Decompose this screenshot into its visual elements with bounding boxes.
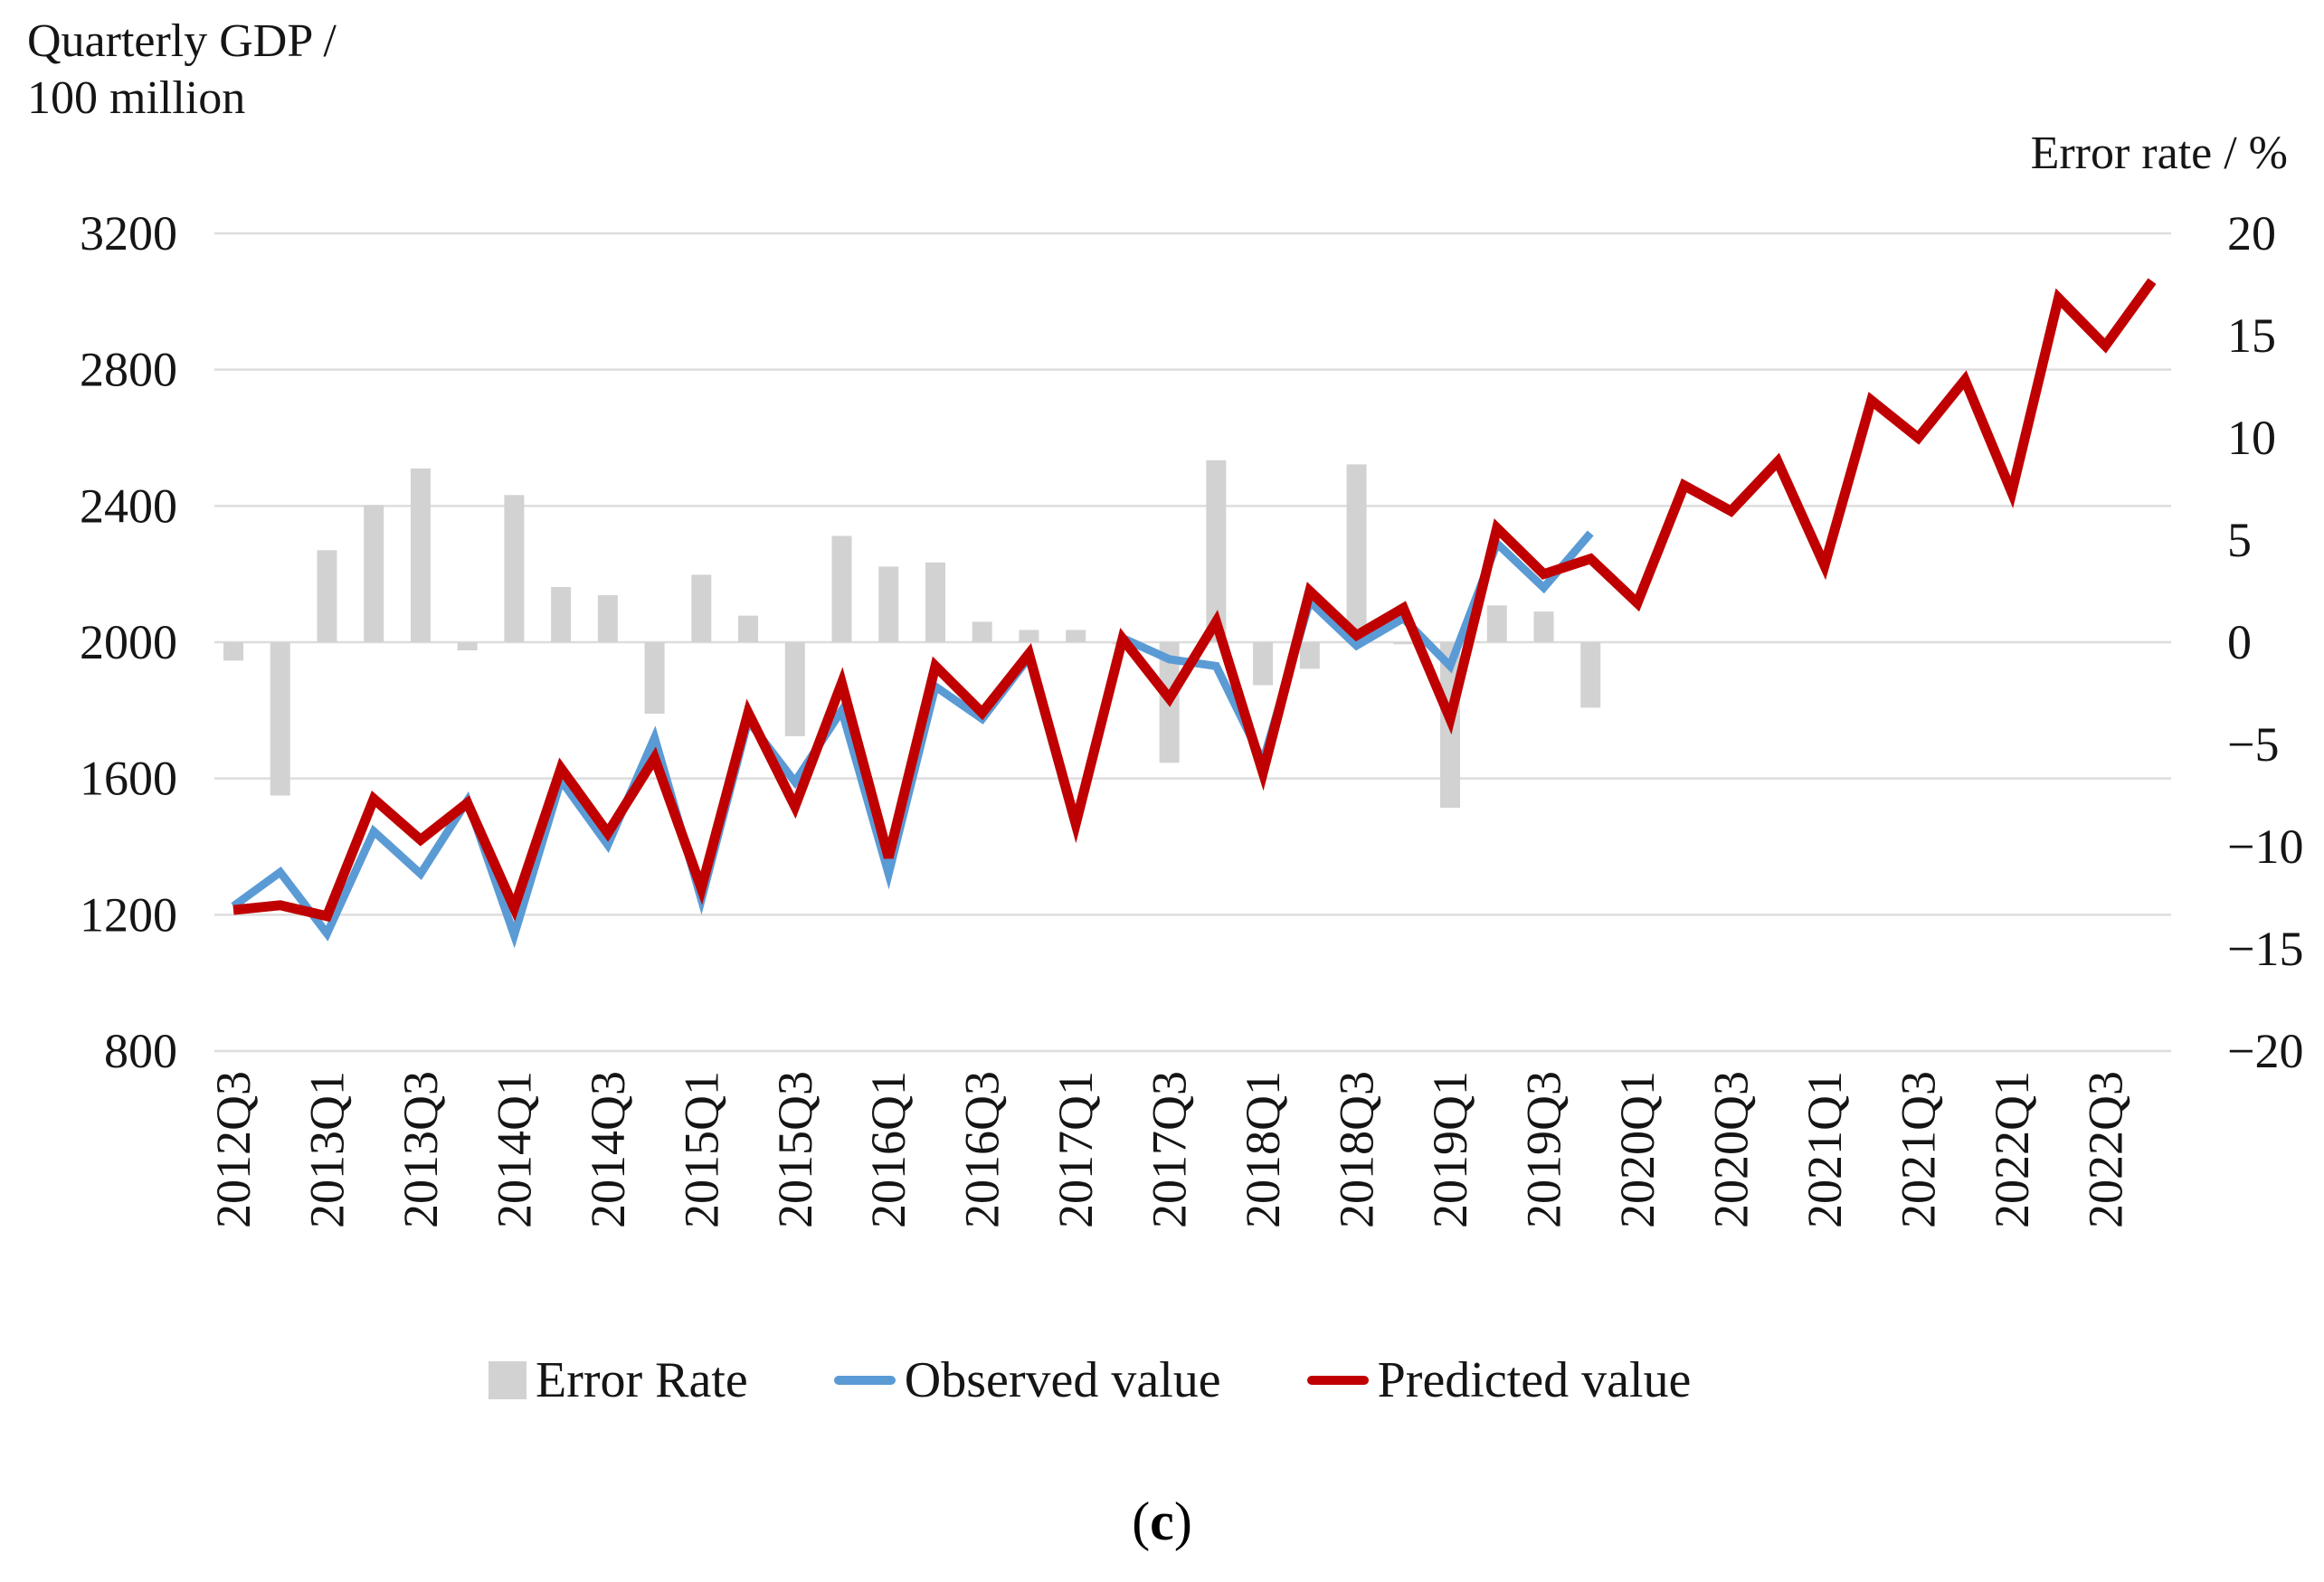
x-axis-tick-labels: 2012Q3 2013Q1 2013Q3 2014Q1 2014Q3 2015Q1 2015… — [206, 1071, 2132, 1228]
chart-legend: Error Rate Observed value Predicted valu… — [489, 1351, 1691, 1409]
svg-text:1600: 1600 — [80, 752, 177, 806]
svg-text:2016Q1: 2016Q1 — [861, 1071, 915, 1228]
svg-text:5: 5 — [2227, 513, 2252, 567]
predicted-line-swatch-icon — [1306, 1376, 1369, 1385]
svg-text:2020Q1: 2020Q1 — [1610, 1071, 1665, 1228]
svg-text:−10: −10 — [2227, 819, 2303, 874]
error-rate-bar — [223, 642, 243, 661]
error-rate-bar — [1346, 464, 1367, 642]
error-rate-bar — [1486, 605, 1507, 642]
svg-text:2020Q3: 2020Q3 — [1703, 1071, 1758, 1228]
error-rate-bar — [1206, 459, 1227, 642]
svg-text:2021Q3: 2021Q3 — [1891, 1071, 1945, 1228]
error-rate-bar — [1580, 642, 1601, 708]
gridlines — [214, 232, 2171, 1053]
error-rate-bar — [457, 642, 478, 651]
error-rate-bar — [597, 595, 618, 642]
legend-item-error-rate: Error Rate — [489, 1351, 748, 1409]
error-rate-bar — [504, 495, 525, 642]
svg-text:2012Q3: 2012Q3 — [206, 1071, 261, 1228]
error-rate-bar — [364, 505, 384, 642]
svg-text:−5: −5 — [2227, 717, 2279, 772]
legend-label-error-rate: Error Rate — [536, 1352, 748, 1408]
svg-text:2014Q1: 2014Q1 — [487, 1071, 541, 1228]
observed-line — [231, 530, 1594, 949]
error-rate-bar — [831, 535, 852, 642]
svg-text:15: 15 — [2227, 308, 2276, 363]
svg-text:−15: −15 — [2227, 922, 2303, 976]
svg-text:20: 20 — [2227, 206, 2276, 261]
svg-text:2400: 2400 — [80, 478, 177, 533]
error-rate-bar — [784, 642, 805, 736]
svg-text:0: 0 — [2227, 615, 2252, 669]
svg-text:2022Q1: 2022Q1 — [1985, 1071, 2039, 1228]
svg-text:2013Q3: 2013Q3 — [394, 1071, 448, 1228]
svg-text:2015Q1: 2015Q1 — [674, 1071, 728, 1228]
svg-text:800: 800 — [104, 1024, 177, 1078]
svg-text:10: 10 — [2227, 411, 2276, 465]
legend-item-predicted: Predicted value — [1306, 1351, 1692, 1409]
error-rate-bar — [738, 615, 759, 642]
error-rate-bar — [1253, 642, 1274, 686]
svg-text:2019Q1: 2019Q1 — [1423, 1071, 1477, 1228]
error-rate-bar — [925, 562, 945, 642]
error-rate-bar — [410, 468, 431, 642]
svg-text:2800: 2800 — [80, 343, 177, 397]
left-axis-title-line1: Quarterly GDP / — [27, 15, 337, 67]
error-rate-bar — [1019, 630, 1039, 642]
observed-line-swatch-icon — [833, 1376, 896, 1385]
legend-label-predicted: Predicted value — [1377, 1352, 1692, 1408]
svg-text:2017Q1: 2017Q1 — [1048, 1071, 1103, 1228]
error-rate-bar — [691, 574, 712, 642]
legend-label-observed: Observed value — [904, 1352, 1221, 1408]
left-axis-tick-labels: 3200 2800 2400 2000 1600 1200 800 — [80, 206, 177, 1078]
svg-text:2021Q1: 2021Q1 — [1798, 1071, 1852, 1228]
error-rate-bar — [972, 621, 992, 642]
svg-text:−20: −20 — [2227, 1024, 2303, 1078]
svg-text:2019Q3: 2019Q3 — [1516, 1071, 1570, 1228]
error-rate-bar — [1066, 630, 1086, 642]
svg-text:2016Q3: 2016Q3 — [955, 1071, 1010, 1228]
error-rate-bar — [878, 566, 899, 642]
svg-text:2022Q3: 2022Q3 — [2078, 1071, 2132, 1228]
error-rate-bar — [644, 642, 665, 715]
svg-text:2000: 2000 — [80, 615, 177, 669]
legend-item-observed: Observed value — [833, 1351, 1221, 1409]
error-rate-bar — [1533, 611, 1554, 642]
svg-text:3200: 3200 — [80, 206, 177, 261]
subfigure-caption: (c) — [1132, 1492, 1192, 1551]
right-axis-tick-labels: 20 15 10 5 0 −5 −10 −15 −20 — [2227, 206, 2303, 1078]
error-rate-bar — [1299, 642, 1320, 669]
svg-text:2013Q1: 2013Q1 — [299, 1071, 354, 1228]
error-rate-bar — [551, 586, 572, 642]
svg-text:2015Q3: 2015Q3 — [768, 1071, 822, 1228]
error-rate-bar — [1393, 642, 1414, 645]
left-axis-title-line2: 100 million — [27, 72, 246, 125]
svg-text:2018Q3: 2018Q3 — [1330, 1071, 1384, 1228]
svg-text:2018Q1: 2018Q1 — [1236, 1071, 1290, 1228]
right-axis-title: Error rate / % — [2030, 128, 2288, 179]
error-rate-swatch-icon — [489, 1361, 526, 1399]
error-rate-bar — [270, 642, 290, 796]
left-axis-title: Quarterly GDP / 100 million — [27, 13, 337, 128]
svg-text:2017Q3: 2017Q3 — [1143, 1071, 1197, 1228]
predicted-line — [232, 278, 2157, 923]
svg-text:2014Q3: 2014Q3 — [581, 1071, 635, 1228]
error-rate-bar — [317, 550, 337, 642]
svg-text:1200: 1200 — [80, 887, 177, 942]
